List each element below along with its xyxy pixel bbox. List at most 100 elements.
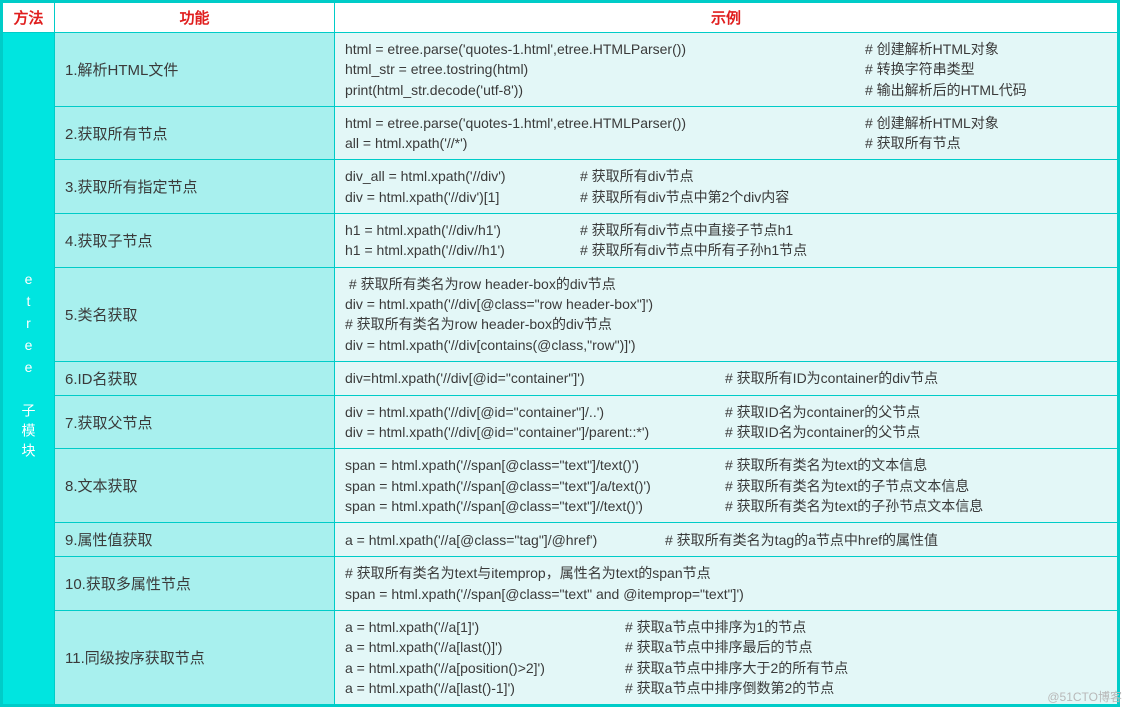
code-line: print(html_str.decode('utf-8'))# 输出解析后的H…	[345, 80, 1107, 100]
example-cell: span = html.xpath('//span[@class="text"]…	[335, 449, 1118, 523]
comment-text: # 获取所有类名为text的文本信息	[725, 455, 927, 475]
example-cell: div_all = html.xpath('//div')# 获取所有div节点…	[335, 160, 1118, 214]
function-cell: 10.获取多属性节点	[55, 557, 335, 611]
code-text: span = html.xpath('//span[@class="text" …	[345, 584, 744, 604]
reference-table-container: 方法 功能 示例 etree 子模块1.解析HTML文件html = etree…	[0, 0, 1120, 707]
table-row: 10.获取多属性节点# 获取所有类名为text与itemprop，属性名为tex…	[3, 557, 1118, 611]
table-row: 11.同级按序获取节点a = html.xpath('//a[1]')# 获取a…	[3, 610, 1118, 704]
code-line: h1 = html.xpath('//div//h1')# 获取所有div节点中…	[345, 240, 1107, 260]
comment-text: # 转换字符串类型	[865, 59, 975, 79]
table-row: 3.获取所有指定节点div_all = html.xpath('//div')#…	[3, 160, 1118, 214]
code-text: span = html.xpath('//span[@class="text"]…	[345, 455, 725, 475]
code-text: # 获取所有类名为row header-box的div节点	[345, 274, 616, 294]
code-text: span = html.xpath('//span[@class="text"]…	[345, 496, 725, 516]
function-cell: 11.同级按序获取节点	[55, 610, 335, 704]
comment-text: # 获取a节点中排序倒数第2的节点	[625, 678, 834, 698]
code-text: print(html_str.decode('utf-8'))	[345, 80, 865, 100]
header-func: 功能	[55, 3, 335, 33]
code-line: a = html.xpath('//a[@class="tag"]/@href'…	[345, 530, 1107, 550]
code-text: html = etree.parse('quotes-1.html',etree…	[345, 39, 865, 59]
comment-text: # 获取ID名为container的父节点	[725, 422, 920, 442]
code-line: html = etree.parse('quotes-1.html',etree…	[345, 39, 1107, 59]
code-line: h1 = html.xpath('//div/h1')# 获取所有div节点中直…	[345, 220, 1107, 240]
comment-text: # 获取a节点中排序大于2的所有节点	[625, 658, 848, 678]
code-text: span = html.xpath('//span[@class="text"]…	[345, 476, 725, 496]
code-line: div = html.xpath('//div[@id="container"]…	[345, 422, 1107, 442]
comment-text: # 获取所有节点	[865, 133, 961, 153]
example-cell: h1 = html.xpath('//div/h1')# 获取所有div节点中直…	[335, 214, 1118, 268]
code-line: # 获取所有类名为row header-box的div节点	[345, 274, 1107, 294]
function-cell: 7.获取父节点	[55, 395, 335, 449]
code-line: a = html.xpath('//a[1]')# 获取a节点中排序为1的节点	[345, 617, 1107, 637]
code-text: div = html.xpath('//div[contains(@class,…	[345, 335, 636, 355]
code-text: # 获取所有类名为text与itemprop，属性名为text的span节点	[345, 563, 711, 583]
side-label: etree 子模块	[19, 271, 39, 463]
example-cell: html = etree.parse('quotes-1.html',etree…	[335, 106, 1118, 160]
code-line: a = html.xpath('//a[last()]')# 获取a节点中排序最…	[345, 637, 1107, 657]
header-row: 方法 功能 示例	[3, 3, 1118, 33]
watermark: @51CTO博客	[1047, 688, 1122, 705]
code-line: span = html.xpath('//span[@class="text"]…	[345, 496, 1107, 516]
comment-text: # 创建解析HTML对象	[865, 113, 999, 133]
code-text: # 获取所有类名为row header-box的div节点	[345, 314, 612, 334]
method-cell: etree 子模块	[3, 33, 55, 705]
function-cell: 5.类名获取	[55, 267, 335, 361]
code-text: a = html.xpath('//a[1]')	[345, 617, 625, 637]
table-row: 6.ID名获取 div=html.xpath('//div[@id="contai…	[3, 361, 1118, 395]
comment-text: # 获取所有ID为container的div节点	[725, 368, 938, 388]
example-cell: a = html.xpath('//a[@class="tag"]/@href'…	[335, 523, 1118, 557]
code-text: h1 = html.xpath('//div/h1')	[345, 220, 580, 240]
comment-text: # 获取a节点中排序最后的节点	[625, 637, 812, 657]
example-cell: div=html.xpath('//div[@id="container"]')…	[335, 361, 1118, 395]
table-row: 2.获取所有节点 html = etree.parse('quotes-1.htm…	[3, 106, 1118, 160]
code-line: div = html.xpath('//div[contains(@class,…	[345, 335, 1107, 355]
code-text: all = html.xpath('//*')	[345, 133, 865, 153]
table-row: etree 子模块1.解析HTML文件html = etree.parse('q…	[3, 33, 1118, 107]
comment-text: # 创建解析HTML对象	[865, 39, 999, 59]
code-text: div = html.xpath('//div[@class="row head…	[345, 294, 653, 314]
code-line: div=html.xpath('//div[@id="container"]')…	[345, 368, 1107, 388]
function-cell: 1.解析HTML文件	[55, 33, 335, 107]
comment-text: # 获取所有div节点	[580, 166, 694, 186]
comment-text: # 获取所有类名为text的子孙节点文本信息	[725, 496, 983, 516]
comment-text: # 输出解析后的HTML代码	[865, 80, 1027, 100]
function-cell: 6.ID名获取	[55, 361, 335, 395]
comment-text: # 获取所有div节点中第2个div内容	[580, 187, 789, 207]
code-text: a = html.xpath('//a[last()-1]')	[345, 678, 625, 698]
comment-text: # 获取所有div节点中所有子孙h1节点	[580, 240, 807, 260]
code-text: html = etree.parse('quotes-1.html',etree…	[345, 113, 865, 133]
table-row: 7.获取父节点 div = html.xpath('//div[@id="cont…	[3, 395, 1118, 449]
code-line: div = html.xpath('//div[@class="row head…	[345, 294, 1107, 314]
reference-table: 方法 功能 示例 etree 子模块1.解析HTML文件html = etree…	[2, 2, 1118, 705]
code-text: a = html.xpath('//a[last()]')	[345, 637, 625, 657]
code-line: a = html.xpath('//a[last()-1]')# 获取a节点中排…	[345, 678, 1107, 698]
function-cell: 4.获取子节点	[55, 214, 335, 268]
code-text: div_all = html.xpath('//div')	[345, 166, 580, 186]
code-text: div = html.xpath('//div[@id="container"]…	[345, 422, 725, 442]
example-cell: # 获取所有类名为text与itemprop，属性名为text的span节点sp…	[335, 557, 1118, 611]
code-text: div = html.xpath('//div')[1]	[345, 187, 580, 207]
code-text: h1 = html.xpath('//div//h1')	[345, 240, 580, 260]
code-line: div_all = html.xpath('//div')# 获取所有div节点	[345, 166, 1107, 186]
code-line: html_str = etree.tostring(html)# 转换字符串类型	[345, 59, 1107, 79]
code-line: html = etree.parse('quotes-1.html',etree…	[345, 113, 1107, 133]
comment-text: # 获取所有类名为tag的a节点中href的属性值	[665, 530, 938, 550]
code-line: div = html.xpath('//div')[1]# 获取所有div节点中…	[345, 187, 1107, 207]
function-cell: 3.获取所有指定节点	[55, 160, 335, 214]
code-text: html_str = etree.tostring(html)	[345, 59, 865, 79]
comment-text: # 获取所有div节点中直接子节点h1	[580, 220, 793, 240]
example-cell: a = html.xpath('//a[1]')# 获取a节点中排序为1的节点a…	[335, 610, 1118, 704]
table-row: 4.获取子节点 h1 = html.xpath('//div/h1')# 获取所有…	[3, 214, 1118, 268]
table-row: 8.文本获取span = html.xpath('//span[@class="…	[3, 449, 1118, 523]
comment-text: # 获取a节点中排序为1的节点	[625, 617, 806, 637]
comment-text: # 获取所有类名为text的子节点文本信息	[725, 476, 969, 496]
code-text: a = html.xpath('//a[@class="tag"]/@href'…	[345, 530, 665, 550]
function-cell: 2.获取所有节点	[55, 106, 335, 160]
code-text: div=html.xpath('//div[@id="container"]')	[345, 368, 725, 388]
function-cell: 9.属性值获取	[55, 523, 335, 557]
code-line: a = html.xpath('//a[position()>2]')# 获取a…	[345, 658, 1107, 678]
code-line: div = html.xpath('//div[@id="container"]…	[345, 402, 1107, 422]
example-cell: # 获取所有类名为row header-box的div节点div = html.…	[335, 267, 1118, 361]
example-cell: div = html.xpath('//div[@id="container"]…	[335, 395, 1118, 449]
code-text: div = html.xpath('//div[@id="container"]…	[345, 402, 725, 422]
